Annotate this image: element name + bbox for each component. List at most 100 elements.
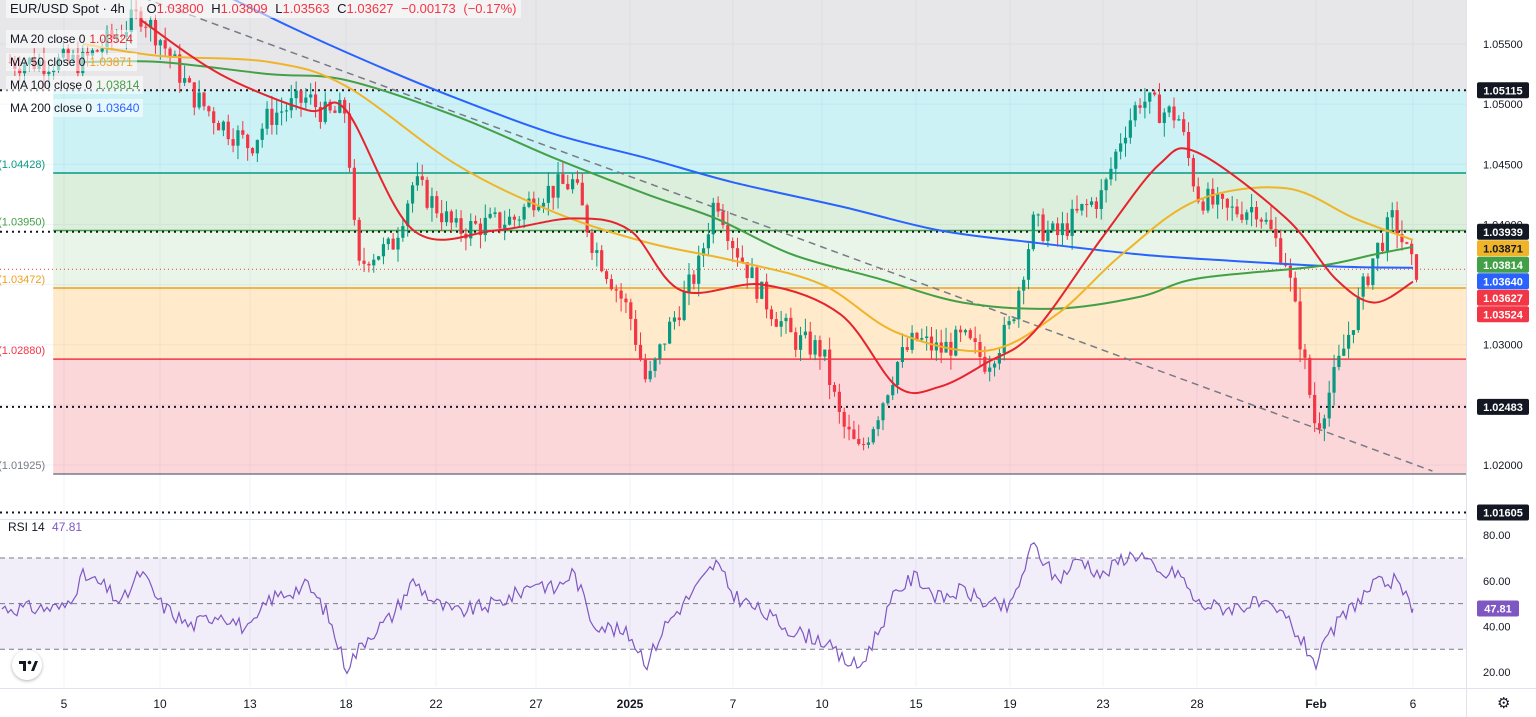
candle-body — [1220, 193, 1225, 199]
price-badge-bg — [1477, 273, 1529, 290]
candle-body — [721, 211, 725, 226]
candle — [1313, 382, 1317, 433]
candle — [95, 48, 99, 53]
candle — [265, 101, 269, 135]
candle — [226, 114, 230, 146]
candle — [1361, 273, 1365, 310]
candle — [338, 92, 342, 114]
price-badge: 1.03524 — [1477, 306, 1529, 323]
candle — [798, 326, 803, 361]
candle — [595, 242, 599, 267]
candle — [672, 311, 677, 330]
candle — [153, 14, 158, 54]
candle — [866, 437, 871, 449]
candle — [1119, 133, 1123, 160]
candle — [328, 99, 332, 114]
candle-body — [454, 218, 458, 223]
candle — [372, 253, 376, 273]
candle — [765, 273, 769, 319]
candle-body — [183, 78, 187, 83]
ohlc-change: −0.00173 — [401, 1, 456, 16]
ma100-legend[interactable]: MA 100 close 0 1.03814 — [6, 76, 144, 94]
candle-body — [246, 134, 250, 149]
candle-body — [347, 113, 352, 168]
ma50-legend[interactable]: MA 50 close 0 1.03871 — [6, 53, 137, 71]
candle-body — [910, 332, 914, 350]
ma20-legend[interactable]: MA 20 close 0 1.03524 — [6, 30, 137, 48]
candle-body — [1046, 229, 1050, 241]
candle — [973, 326, 977, 354]
candle — [469, 213, 473, 247]
rsi-legend[interactable]: RSI 14 47.81 — [8, 520, 82, 534]
candle-body — [1410, 243, 1414, 255]
candle-body — [1075, 208, 1079, 211]
candle-body — [1080, 204, 1084, 211]
candle-body — [367, 263, 371, 266]
candle-body — [265, 108, 269, 129]
candle — [852, 420, 856, 440]
candle — [304, 88, 308, 109]
candle — [192, 82, 196, 116]
candle-body — [600, 250, 604, 272]
candle — [580, 172, 584, 206]
candle-body — [963, 330, 968, 333]
candle — [1211, 178, 1215, 209]
tradingview-logo-icon[interactable] — [12, 650, 42, 680]
symbol-header[interactable]: EUR/USD Spot · 4h O1.03800 H1.03809 L1.0… — [6, 0, 521, 18]
ma200-line — [232, 0, 1414, 269]
candle-body — [410, 185, 415, 204]
candle-body — [522, 206, 526, 220]
candle-body — [1017, 290, 1021, 320]
time-axis-tick: 23 — [1096, 697, 1110, 711]
candle-body — [1259, 219, 1263, 222]
trendline — [147, 0, 1433, 472]
candle-body — [1376, 242, 1380, 259]
candle-body — [430, 196, 434, 208]
candle — [163, 27, 167, 58]
price-badge-label: 1.03939 — [1483, 227, 1523, 239]
candle-body — [153, 19, 158, 46]
candle-body — [837, 391, 841, 412]
candle-body — [425, 179, 429, 208]
price-badge: 1.03627 — [1477, 289, 1529, 306]
candle — [1380, 233, 1385, 254]
candle-body — [798, 335, 803, 350]
candle — [604, 269, 609, 284]
candle-body — [498, 212, 502, 229]
candle — [789, 307, 793, 333]
price-badge: 1.03939 — [1477, 223, 1529, 240]
candle-body — [343, 99, 347, 114]
candle-body — [658, 344, 662, 359]
candle-body — [794, 332, 798, 350]
candle — [396, 227, 400, 262]
gear-icon[interactable]: ⚙ — [1497, 695, 1511, 712]
candle-body — [299, 90, 303, 103]
candle-body — [1322, 418, 1326, 429]
candle — [1099, 179, 1103, 220]
candle — [362, 247, 366, 273]
ohlc-open-label: O — [146, 1, 157, 16]
candle — [1303, 343, 1307, 370]
candle — [425, 176, 429, 210]
candle-body — [503, 224, 507, 229]
ma100-value: 1.03814 — [96, 78, 140, 92]
candle — [997, 348, 1001, 370]
candle — [517, 216, 521, 228]
candle — [275, 99, 279, 135]
candle — [546, 172, 550, 216]
candle-body — [362, 260, 366, 264]
candle-body — [1254, 207, 1259, 220]
candle — [1405, 241, 1409, 245]
price-badge-bg — [1477, 306, 1529, 323]
time-axis-tick: 13 — [243, 697, 257, 711]
candle-body — [1167, 106, 1171, 113]
candle — [1235, 199, 1239, 218]
candle-body — [1385, 217, 1389, 251]
candle — [1390, 202, 1394, 230]
candle — [1245, 209, 1249, 225]
candle — [1337, 344, 1341, 371]
ma200-legend[interactable]: MA 200 close 0 1.03640 — [6, 99, 144, 117]
candle — [1414, 253, 1419, 283]
candle — [779, 310, 783, 337]
